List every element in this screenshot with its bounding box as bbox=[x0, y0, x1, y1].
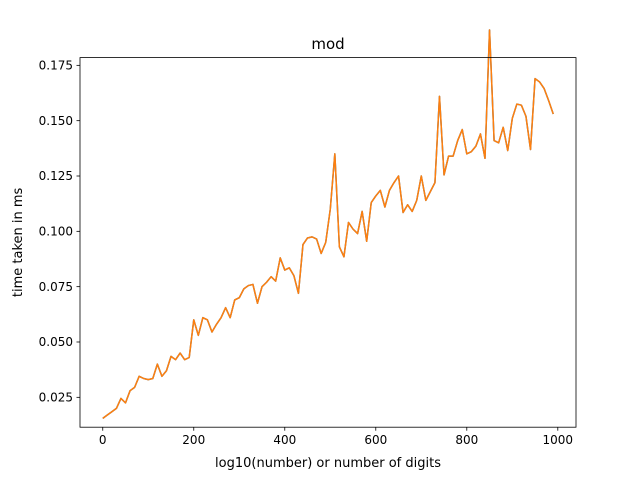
x-tick-label: 800 bbox=[455, 433, 478, 447]
plot-frame bbox=[79, 57, 577, 428]
y-tick-label: 0.025 bbox=[39, 391, 73, 405]
x-tick-label: 0 bbox=[99, 433, 107, 447]
y-tick-label: 0.075 bbox=[39, 280, 73, 294]
x-tick-label: 600 bbox=[364, 433, 387, 447]
y-tick-label: 0.100 bbox=[39, 225, 73, 239]
y-axis-ticks: 0.025 0.050 0.075 0.100 0.125 0.150 0.175 bbox=[39, 59, 80, 405]
y-tick-label: 0.175 bbox=[39, 59, 73, 73]
y-tick-label: 0.050 bbox=[39, 335, 73, 349]
series-line-2 bbox=[102, 29, 554, 419]
y-tick-label: 0.150 bbox=[39, 114, 73, 128]
x-tick-label: 1000 bbox=[543, 433, 574, 447]
series-layer bbox=[102, 29, 554, 419]
y-tick-label: 0.125 bbox=[39, 169, 73, 183]
x-axis-ticks: 0 200 400 600 800 1000 bbox=[99, 427, 573, 447]
x-axis-label: log10(number) or number of digits bbox=[215, 456, 441, 471]
x-tick-label: 400 bbox=[273, 433, 296, 447]
y-axis-label: time taken in ms bbox=[11, 187, 26, 297]
chart-title: mod bbox=[311, 35, 344, 53]
x-tick-label: 200 bbox=[182, 433, 205, 447]
